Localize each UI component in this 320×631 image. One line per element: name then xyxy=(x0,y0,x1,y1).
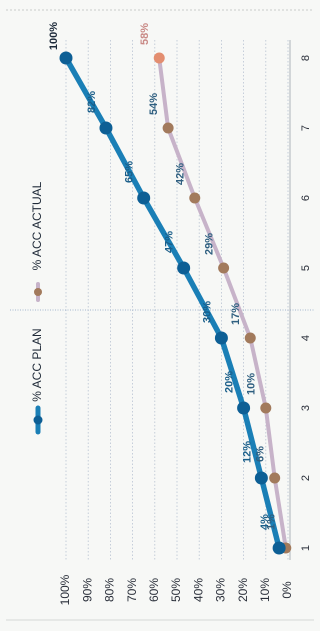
y-tick-label: 80% xyxy=(103,578,117,602)
y-tick-label: 20% xyxy=(236,578,250,602)
x-tick-label: 7 xyxy=(300,125,312,131)
actual-marker xyxy=(218,262,230,274)
x-tick-label: 6 xyxy=(300,195,312,201)
x-tick-label: 2 xyxy=(300,475,312,481)
x-tick-labels: 1 2 3 4 5 6 7 8 xyxy=(300,55,312,551)
plan-data-label: 30% xyxy=(201,301,213,323)
y-tick-label: 40% xyxy=(191,578,205,602)
actual-marker xyxy=(189,192,201,204)
series-lines xyxy=(59,51,292,555)
plan-data-label: 47% xyxy=(164,231,176,253)
plan-data-label: 20% xyxy=(224,371,236,393)
x-tick-label: 3 xyxy=(300,405,312,411)
plan-marker xyxy=(59,51,73,65)
x-tick-label: 5 xyxy=(300,265,312,271)
actual-marker xyxy=(153,52,165,64)
plan-marker xyxy=(99,121,113,135)
y-tick-label: 0% xyxy=(280,581,294,599)
legend-marker-actual xyxy=(34,288,42,296)
actual-data-label: 10% xyxy=(246,373,258,395)
actual-data-label: 58% xyxy=(139,23,151,45)
x-tick-label: 8 xyxy=(300,55,312,61)
actual-data-label: 6% xyxy=(255,446,267,462)
legend-marker-plan xyxy=(33,415,43,425)
y-tick-label: 60% xyxy=(147,578,161,602)
y-tick-label: 10% xyxy=(258,578,272,602)
plan-marker xyxy=(237,401,251,415)
data-labels: 4% 12% 20% 30% 47% 65% 82% 100% 1% 6% 10% 17% 29% 42%… xyxy=(48,22,278,530)
legend-label-plan: % ACC PLAN xyxy=(30,328,44,401)
y-tick-label: 100% xyxy=(58,574,72,605)
y-tick-label: 30% xyxy=(214,578,228,602)
y-tick-label: 50% xyxy=(169,578,183,602)
actual-data-label: 1% xyxy=(266,514,278,530)
x-tick-label: 4 xyxy=(300,335,312,341)
plan-data-label: 82% xyxy=(86,91,98,113)
plan-marker xyxy=(214,331,228,345)
actual-line xyxy=(157,56,288,550)
actual-marker xyxy=(244,332,256,344)
plan-marker xyxy=(272,541,286,555)
y-tick-labels: 0% 10% 20% 30% 40% 50% 60% 70% 80% 90% 100% xyxy=(58,574,294,605)
actual-data-label: 42% xyxy=(175,163,187,185)
actual-data-label: 54% xyxy=(148,93,160,115)
plan-line xyxy=(63,55,282,551)
plan-data-label: 12% xyxy=(241,441,253,463)
plan-data-label: 65% xyxy=(124,161,136,183)
plan-data-label: 4% xyxy=(259,514,271,530)
actual-marker xyxy=(269,472,281,484)
y-tick-label: 70% xyxy=(125,578,139,602)
legend: % ACC PLAN % ACC ACTUAL xyxy=(30,181,44,435)
actual-marker xyxy=(260,402,272,414)
plan-marker xyxy=(137,191,151,205)
plan-marker xyxy=(254,471,268,485)
plan-data-label: 100% xyxy=(48,22,60,50)
x-tick-label: 1 xyxy=(300,545,312,551)
legend-label-actual: % ACC ACTUAL xyxy=(30,181,44,270)
plan-marker xyxy=(177,261,191,275)
actual-data-label: 17% xyxy=(230,303,242,325)
y-tick-label: 90% xyxy=(80,578,94,602)
actual-marker xyxy=(162,122,174,134)
actual-data-label: 29% xyxy=(204,233,216,255)
